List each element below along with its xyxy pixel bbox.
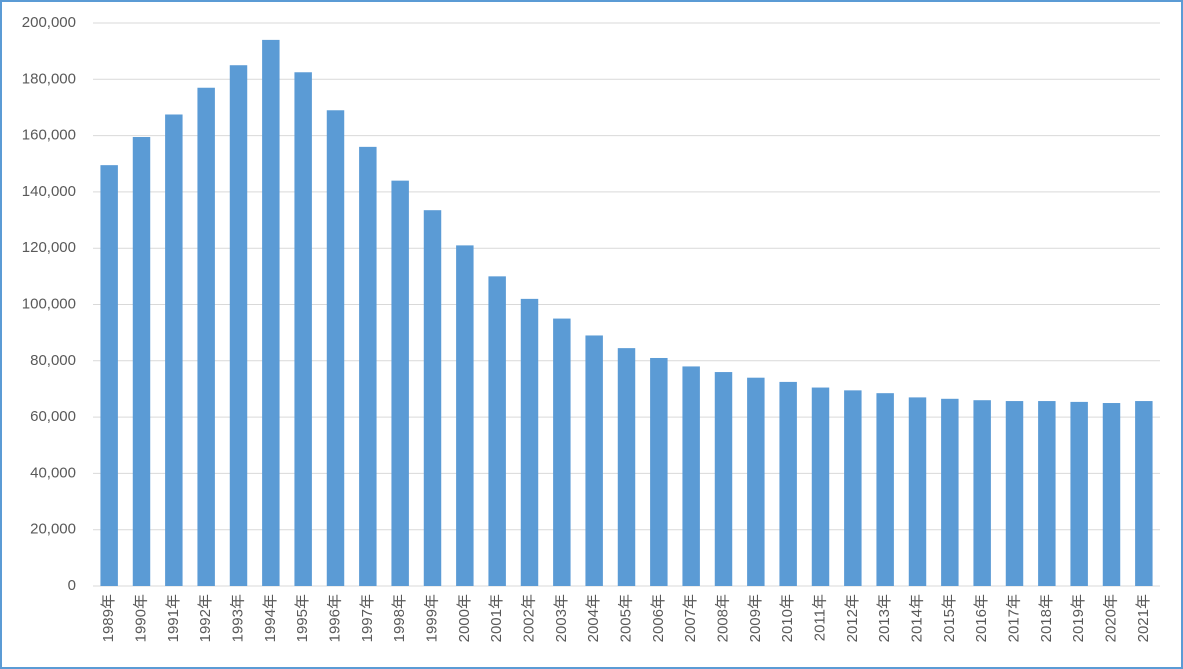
y-tick-label: 60,000 <box>30 408 76 425</box>
bar <box>456 245 474 586</box>
y-tick-label: 80,000 <box>30 352 76 369</box>
x-tick-label: 1994年 <box>262 594 279 642</box>
bar <box>229 65 248 587</box>
bar <box>779 381 797 586</box>
bar <box>391 180 409 586</box>
bar <box>294 72 312 586</box>
x-tick-label: 1990年 <box>132 594 149 642</box>
x-tick-label: 2005年 <box>617 594 634 642</box>
x-tick-label: 1991年 <box>165 594 182 642</box>
bar <box>650 357 668 586</box>
x-tick-label: 1989年 <box>100 594 117 642</box>
bar <box>197 87 215 587</box>
bar <box>423 210 442 586</box>
x-tick-label: 2013年 <box>876 594 893 642</box>
y-tick-label: 200,000 <box>22 14 76 31</box>
x-tick-label: 2021年 <box>1135 594 1152 642</box>
bar <box>844 390 862 586</box>
x-tick-label: 2008年 <box>714 594 731 642</box>
bar <box>876 393 894 586</box>
y-tick-label: 40,000 <box>30 464 76 481</box>
bar <box>132 137 151 586</box>
x-tick-label: 1997年 <box>359 594 376 642</box>
x-tick-label: 2007年 <box>682 594 699 642</box>
x-tick-label: 2016年 <box>973 594 990 642</box>
x-tick-label: 1992年 <box>197 594 214 642</box>
bar <box>973 400 991 586</box>
x-tick-label: 2006年 <box>650 594 667 642</box>
y-tick-label: 120,000 <box>22 239 76 256</box>
x-tick-label: 2017年 <box>1005 594 1022 642</box>
x-tick-label: 2004年 <box>585 594 602 642</box>
x-tick-label: 2003年 <box>553 594 570 642</box>
x-tick-label: 2014年 <box>908 594 925 642</box>
x-tick-label: 1993年 <box>229 594 246 642</box>
x-tick-label: 1995年 <box>294 594 311 642</box>
y-tick-label: 180,000 <box>22 70 76 87</box>
x-tick-label: 2009年 <box>747 594 764 642</box>
bar <box>585 335 603 586</box>
y-tick-label: 20,000 <box>30 521 76 538</box>
bar <box>682 366 700 586</box>
x-tick-label: 1998年 <box>391 594 408 642</box>
bar <box>520 298 539 586</box>
bar <box>553 318 571 586</box>
x-tick-label: 2001年 <box>488 594 505 642</box>
bar <box>747 377 765 586</box>
bar <box>488 276 506 586</box>
x-tick-label: 2020年 <box>1102 594 1119 642</box>
bar <box>908 397 927 586</box>
bar <box>262 39 280 586</box>
x-tick-label: 2002年 <box>520 594 537 642</box>
x-tick-label: 2000年 <box>456 594 473 642</box>
x-tick-label: 1996年 <box>326 594 343 642</box>
x-tick-label: 2018年 <box>1038 594 1055 642</box>
bar <box>1038 401 1056 586</box>
x-tick-label: 1999年 <box>423 594 440 642</box>
x-tick-label: 2019年 <box>1070 594 1087 642</box>
bar <box>941 398 959 586</box>
y-tick-label: 140,000 <box>22 183 76 200</box>
bar <box>811 387 830 586</box>
bar <box>359 146 377 587</box>
x-tick-label: 2011年 <box>811 594 828 641</box>
x-tick-label: 2015年 <box>941 594 958 642</box>
bar <box>617 348 636 586</box>
bar <box>165 114 183 587</box>
bar <box>714 372 733 586</box>
x-tick-label: 2012年 <box>844 594 861 642</box>
y-tick-label: 160,000 <box>22 127 76 144</box>
y-tick-label: 0 <box>68 577 76 594</box>
y-tick-label: 100,000 <box>22 295 76 312</box>
bar <box>326 110 345 586</box>
x-tick-label: 2010年 <box>779 594 796 642</box>
bar <box>1135 401 1153 586</box>
bar <box>100 165 118 586</box>
bar <box>1005 401 1024 586</box>
bar <box>1102 403 1121 586</box>
bar <box>1070 401 1088 586</box>
